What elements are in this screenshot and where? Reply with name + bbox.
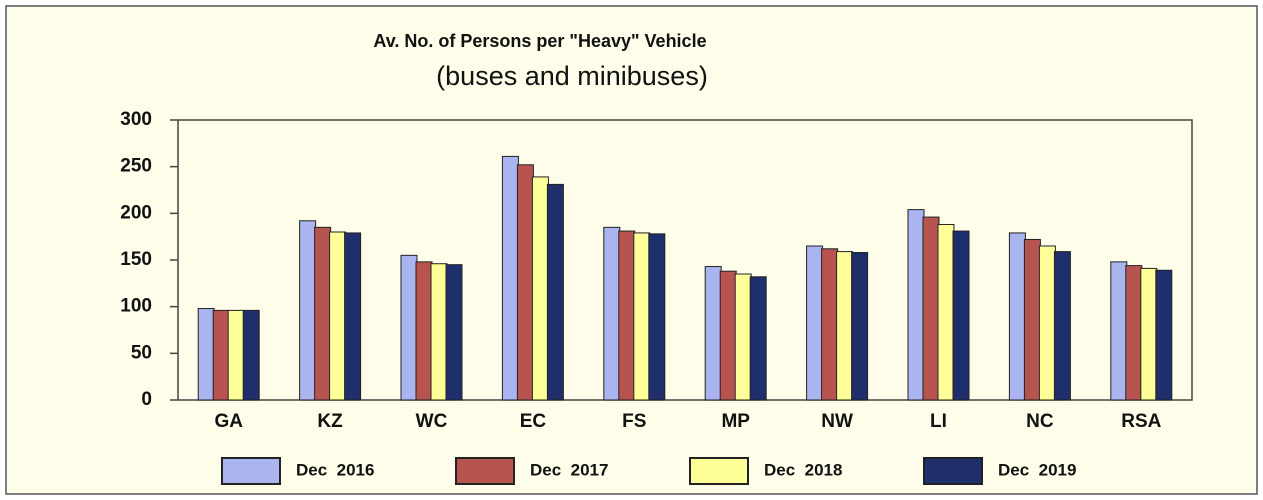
- x-tick-label: GA: [214, 411, 243, 432]
- bar: [821, 248, 839, 401]
- bar: [531, 176, 549, 401]
- bar: [197, 308, 215, 401]
- legend-label: Dec 2017: [530, 460, 608, 479]
- y-tick-label: 150: [120, 249, 152, 270]
- x-tick-label: NW: [821, 411, 853, 432]
- legend-label: Dec 2018: [764, 460, 842, 479]
- bar: [1008, 232, 1026, 401]
- bar: [299, 220, 317, 401]
- bar: [1038, 245, 1056, 401]
- y-tick-label: 200: [120, 202, 152, 223]
- bar: [704, 266, 722, 401]
- x-tick-label: EC: [520, 411, 547, 432]
- bar: [633, 232, 651, 401]
- bar: [1053, 251, 1071, 401]
- bar: [851, 252, 869, 401]
- bar: [227, 309, 245, 401]
- bar: [806, 245, 824, 401]
- bar: [1140, 267, 1158, 401]
- legend-swatch: [689, 457, 749, 485]
- bar: [1155, 269, 1173, 401]
- x-tick-label: WC: [416, 411, 448, 432]
- y-tick-label: 0: [141, 389, 152, 410]
- bar: [516, 164, 534, 401]
- bar: [648, 233, 666, 401]
- x-tick-label: KZ: [317, 411, 343, 432]
- x-tick-label: RSA: [1121, 411, 1161, 432]
- bar: [400, 254, 418, 401]
- bar: [603, 226, 621, 401]
- bar: [430, 263, 448, 401]
- y-tick-label: 300: [120, 109, 152, 130]
- x-tick-label: LI: [930, 411, 947, 432]
- bar: [1023, 238, 1041, 401]
- bar: [922, 216, 940, 401]
- bar: [719, 270, 737, 401]
- bar: [618, 230, 636, 401]
- bar: [734, 273, 752, 401]
- legend-swatch: [455, 457, 515, 485]
- bar: [546, 183, 564, 401]
- legend-swatch: [221, 457, 281, 485]
- bar: [242, 309, 260, 401]
- x-tick-label: NC: [1026, 411, 1054, 432]
- chart-title: Av. No. of Persons per "Heavy" Vehicle: [373, 31, 706, 51]
- bar: [952, 230, 970, 401]
- x-tick-label: FS: [622, 411, 646, 432]
- bar: [445, 264, 463, 401]
- bar: [907, 209, 925, 401]
- y-tick-label: 250: [120, 156, 152, 177]
- bar: [1110, 261, 1128, 401]
- bar: [329, 231, 347, 401]
- bar: [501, 155, 519, 401]
- y-tick-label: 100: [120, 296, 152, 317]
- bar: [836, 251, 854, 401]
- bar: [212, 309, 230, 401]
- legend-label: Dec 2019: [998, 460, 1076, 479]
- bar: [344, 232, 362, 401]
- bar: [749, 276, 767, 401]
- legend-label: Dec 2016: [296, 460, 374, 479]
- bar: [314, 226, 332, 401]
- bar: [415, 261, 433, 401]
- x-tick-label: MP: [721, 411, 750, 432]
- legend-swatch: [923, 457, 983, 485]
- y-tick-label: 50: [131, 342, 152, 363]
- bar: [937, 224, 955, 401]
- chart-subtitle: (buses and minibuses): [436, 61, 708, 91]
- bar: [1125, 265, 1143, 401]
